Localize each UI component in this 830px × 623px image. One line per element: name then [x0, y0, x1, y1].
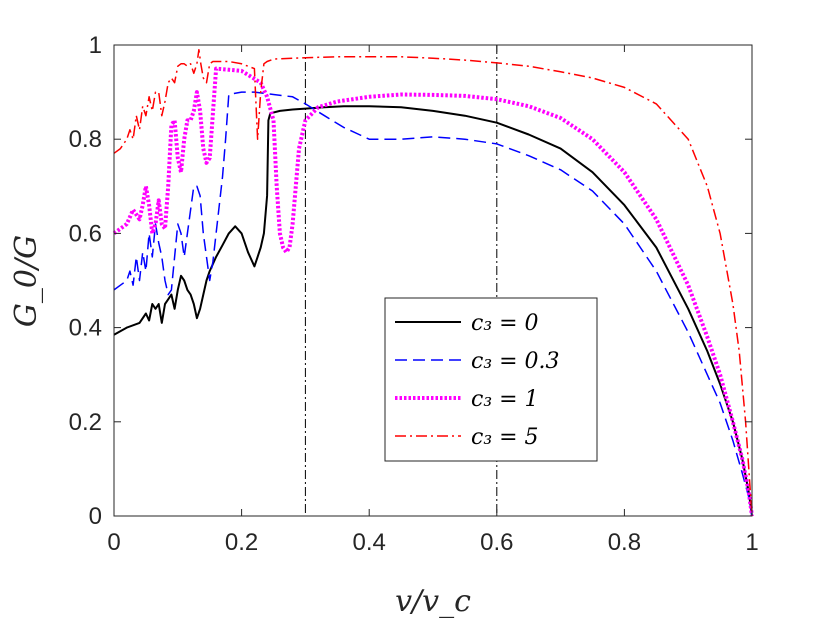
legend: c₃ = 0 c₃ = 0.3 c₃ = 1 c₃ = 5 — [384, 297, 598, 462]
x-tick-label: 0 — [107, 529, 120, 556]
legend-label-2: c₃ = 0.3 — [471, 349, 560, 374]
y-tick-label: 0.4 — [69, 315, 102, 342]
ticks — [113, 44, 753, 517]
y-tick-label: 0.2 — [69, 409, 102, 436]
series-line-4 — [113, 48, 753, 517]
x-tick-labels: 0 0.2 0.4 0.6 0.8 1 — [107, 529, 758, 556]
y-tick-label: 0.6 — [69, 220, 102, 247]
y-tick-label: 1 — [89, 32, 102, 59]
x-tick-label: 0.4 — [353, 529, 386, 556]
y-tick-labels: 0 0.2 0.4 0.6 0.8 1 — [69, 32, 102, 530]
legend-label-3: c₃ = 1 — [471, 387, 539, 412]
legend-label-4: c₃ = 5 — [471, 425, 539, 450]
x-tick-label: 0.6 — [480, 529, 513, 556]
series-line-1 — [113, 105, 753, 517]
legend-label-1: c₃ = 0 — [471, 311, 539, 336]
x-tick-label: 1 — [745, 529, 758, 556]
x-tick-label: 0.2 — [225, 529, 258, 556]
series-line-3 — [112, 66, 754, 517]
plot-frame — [113, 44, 753, 517]
series-layer — [112, 48, 754, 517]
series-line-2 — [113, 91, 753, 517]
y-axis-label: G_0/G — [9, 235, 44, 327]
y-tick-label: 0.8 — [69, 126, 102, 153]
x-axis-label: v/v_c — [395, 584, 471, 619]
legend-box — [384, 297, 598, 462]
y-tick-label: 0 — [89, 503, 102, 530]
x-tick-label: 0.8 — [608, 529, 641, 556]
